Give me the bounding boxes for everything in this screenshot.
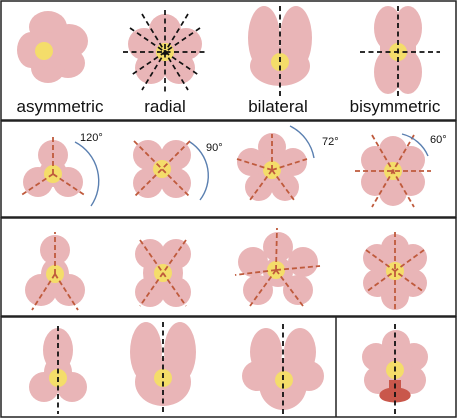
flower-bilateral xyxy=(248,6,312,96)
panel-row-1 xyxy=(0,0,457,121)
flower-with-lip xyxy=(362,324,428,414)
flower-asymmetric xyxy=(17,11,88,83)
angle-arc xyxy=(189,141,209,201)
flower-pentamerous-variant xyxy=(234,227,321,307)
label-bilateral: bilateral xyxy=(248,97,308,116)
lip-petal xyxy=(379,380,411,403)
flower-center xyxy=(35,42,53,60)
row-4 xyxy=(29,322,428,414)
panel-row-2 xyxy=(0,120,457,218)
flower-hexamerous-variant xyxy=(363,232,427,310)
flower-tetramerous-variant xyxy=(135,239,191,307)
flower-bilateral-trimerous xyxy=(29,326,87,414)
flower-bisymmetric xyxy=(360,6,440,96)
angle-arc xyxy=(401,133,429,157)
flower-radial xyxy=(123,10,207,94)
flower-pentamerous: 72° xyxy=(236,125,339,201)
panel-row-4 xyxy=(0,316,457,418)
angle-label-90: 90° xyxy=(206,142,223,154)
label-asymmetric: asymmetric xyxy=(17,97,104,116)
angle-arc xyxy=(289,125,315,159)
symmetry-axes xyxy=(123,10,207,94)
row-2: 120° 90° xyxy=(19,125,447,208)
flower-bilateral-tetramerous xyxy=(130,322,196,414)
flower-tetramerous: 90° xyxy=(133,140,223,201)
row-3 xyxy=(25,227,427,311)
angle-label-120: 120° xyxy=(80,132,103,144)
flower-bilateral-pentamerous xyxy=(242,324,324,414)
flower-trimerous: 120° xyxy=(19,132,103,207)
label-radial: radial xyxy=(144,97,186,116)
angle-label-60: 60° xyxy=(430,134,447,146)
flower-hexamerous: 60° xyxy=(355,133,447,208)
row-1: asymmetric radial bilateral bisymmetric xyxy=(17,6,441,116)
panel-row-3 xyxy=(0,217,457,317)
angle-arc xyxy=(74,141,100,207)
angle-label-72: 72° xyxy=(322,136,339,148)
flower-center xyxy=(275,371,293,389)
label-bisymmetric: bisymmetric xyxy=(350,97,441,116)
flower-trimerous-variant xyxy=(25,232,85,311)
